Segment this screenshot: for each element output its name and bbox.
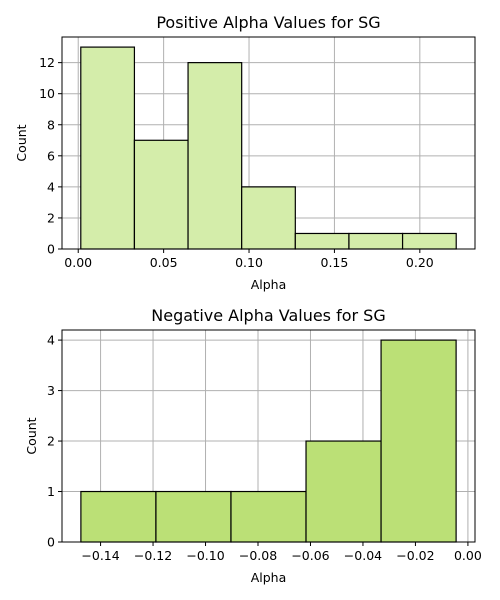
histogram-bar: [155, 490, 232, 543]
histogram-bar: [241, 186, 296, 250]
histogram-bar: [230, 490, 307, 543]
x-tick-label: −0.04: [344, 548, 382, 563]
x-tick-label: 0.10: [235, 255, 263, 270]
histogram-bar: [401, 232, 457, 250]
y-axis-label: Count: [14, 124, 29, 161]
histogram-bar: [305, 440, 382, 543]
histogram-bar: [187, 62, 243, 250]
x-tick-label: −0.06: [291, 548, 329, 563]
histogram-bar: [294, 232, 350, 250]
y-tick-label: 10: [39, 86, 55, 101]
chart-title: Negative Alpha Values for SG: [151, 306, 385, 325]
ticks: −0.14 −0.12 −0.10 −0.08 −0.06 −0.04 −0.02 0.00 0…: [47, 333, 482, 563]
y-tick-label: 0: [47, 242, 55, 257]
x-axis-label: Alpha: [251, 277, 287, 292]
y-tick-label: 6: [47, 148, 55, 163]
histogram-bar: [380, 339, 457, 543]
bars: [80, 46, 457, 250]
x-tick-label: −0.10: [186, 548, 224, 563]
histogram-bar: [80, 490, 157, 543]
x-tick-label: 0.00: [454, 548, 482, 563]
y-tick-label: 4: [47, 333, 55, 348]
y-axis-label: Count: [24, 417, 39, 454]
x-tick-label: −0.14: [81, 548, 119, 563]
y-tick-label: 8: [47, 117, 55, 132]
y-tick-label: 2: [47, 210, 55, 225]
x-tick-label: 0.20: [406, 255, 434, 270]
y-tick-label: 3: [47, 383, 55, 398]
chart-title: Positive Alpha Values for SG: [156, 13, 380, 32]
histogram-bar: [348, 232, 404, 250]
histogram-bar: [133, 139, 189, 250]
x-tick-label: 0.05: [150, 255, 178, 270]
x-tick-label: −0.02: [396, 548, 434, 563]
y-tick-label: 0: [47, 535, 55, 550]
positive-alpha-histogram: 0.00 0.05 0.10 0.15 0.20 0 2 4 6 8 10 12 Positive A…: [14, 13, 476, 292]
x-tick-label: −0.12: [134, 548, 172, 563]
plot-frame: [61, 329, 476, 543]
y-tick-label: 2: [47, 434, 55, 449]
x-tick-label: 0.00: [64, 255, 92, 270]
x-tick-label: 0.15: [321, 255, 349, 270]
y-tick-label: 1: [47, 484, 55, 499]
x-axis-label: Alpha: [251, 570, 287, 585]
histogram-bar: [80, 46, 136, 250]
negative-alpha-histogram: −0.14 −0.12 −0.10 −0.08 −0.06 −0.04 −0.02 0.00 0…: [24, 306, 482, 585]
x-tick-label: −0.08: [239, 548, 277, 563]
y-tick-label: 12: [39, 55, 55, 70]
ticks: 0.00 0.05 0.10 0.15 0.20 0 2 4 6 8 10 12: [39, 55, 434, 270]
plot-frame: [61, 36, 476, 250]
y-tick-label: 4: [47, 179, 55, 194]
